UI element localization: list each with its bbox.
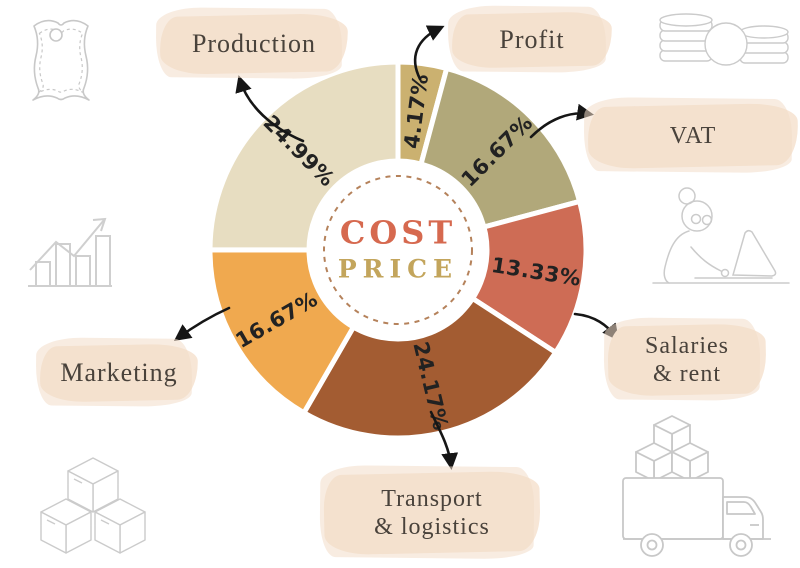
callout-salaries: Salaries & rent (607, 322, 767, 398)
callout-transport-line1: Transport (381, 485, 483, 512)
cardboard-boxes-icon (38, 450, 148, 555)
woman-laptop-icon (645, 175, 795, 310)
dashed-ring (323, 175, 473, 325)
callout-salaries-line2: & rent (653, 361, 721, 387)
callout-marketing: Marketing (39, 342, 199, 404)
donut-hole (306, 158, 490, 342)
callout-transport-line2: & logistics (374, 514, 490, 540)
donut-chart: 4.17% 16.67%13.33%24.17%16.67%24.99% (207, 59, 589, 441)
callout-vat: VAT (587, 102, 799, 170)
growth-bar-chart-icon (22, 198, 118, 294)
delivery-truck-icon (615, 408, 795, 563)
callout-production: Production (159, 12, 349, 76)
callout-salaries-line1: Salaries (645, 332, 729, 359)
callout-label-salaries: Salaries & rent (645, 332, 729, 389)
callout-label-production: Production (191, 28, 317, 58)
leather-hide-icon (24, 14, 98, 104)
coin-stacks-icon (648, 4, 793, 66)
callout-label-marketing: Marketing (60, 357, 178, 387)
callout-profit: Profit (451, 10, 613, 70)
callout-label-transport: Transport & logistics (374, 485, 490, 542)
callout-transport: Transport & logistics (323, 470, 541, 556)
callout-label-vat: VAT (669, 122, 717, 149)
callout-label-profit: Profit (499, 24, 565, 54)
